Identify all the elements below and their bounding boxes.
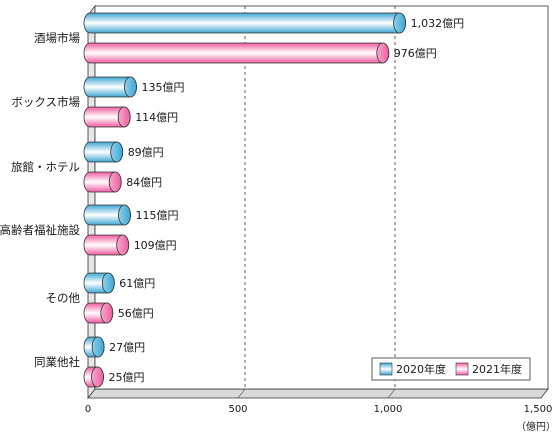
value-label-2021-3: 109億円: [134, 239, 177, 252]
bar-cap: [101, 272, 115, 294]
bar-2021-2: [83, 171, 122, 193]
floor-line-500: [237, 388, 246, 399]
value-label-2020-5: 27億円: [109, 341, 145, 354]
value-label-2021-2: 84億円: [126, 176, 162, 189]
value-label-2020-2: 89億円: [128, 146, 164, 159]
x-tick-label-1500: 1,500: [524, 404, 553, 415]
bar-2020-4: [83, 272, 115, 294]
x-axis-ticks: 0 500 1,000 1,500: [85, 404, 553, 415]
bars: [83, 12, 407, 388]
bar-cap: [124, 76, 137, 98]
value-label-2020-4: 61億円: [119, 277, 155, 290]
bar-2021-3: [83, 234, 130, 256]
bar-2020-3: [83, 204, 131, 226]
bar-cap: [91, 336, 105, 358]
bar-2020-0: [83, 12, 407, 34]
value-label-2021-4: 56億円: [118, 307, 154, 320]
bar-cap: [110, 141, 124, 163]
value-label-2020-0: 1,032億円: [411, 17, 465, 30]
gridlines: [237, 6, 396, 399]
x-tick-label-0: 0: [85, 404, 91, 415]
bar-2020-1: [83, 76, 137, 98]
category-label-0: 酒場市場: [34, 31, 80, 45]
value-label-2021-1: 114億円: [135, 111, 178, 124]
bar-2020-2: [83, 141, 124, 163]
category-label-5: 同業他社: [34, 355, 80, 369]
bar-cap: [100, 302, 114, 324]
x-tick-label-500: 500: [228, 404, 247, 415]
category-label-4: その他: [46, 291, 81, 305]
bar-cap: [118, 204, 131, 226]
category-label-3: 高齢者福祉施設: [0, 223, 80, 237]
legend-box: [371, 357, 531, 381]
bar-2021-1: [83, 106, 131, 128]
legend-item-2020: 2020年度: [379, 362, 446, 376]
category-label-1: ボックス市場: [11, 95, 80, 109]
bar-body: [83, 42, 390, 64]
legend-swatch-2020: [379, 362, 393, 376]
bar-cap: [117, 106, 131, 128]
floor-line-1000: [387, 388, 396, 399]
category-label-2: 旅館・ホテル: [11, 160, 80, 174]
bar-2021-4: [83, 302, 114, 324]
bar-cap: [108, 171, 122, 193]
legend-label-2021: 2021年度: [472, 362, 522, 376]
plot-floor: [87, 388, 549, 399]
value-labels: 1,032億円 976億円 135億円 114億円 89億円 84億円 115億円 109億円…: [109, 17, 465, 384]
bar-cap: [91, 366, 104, 388]
value-label-2020-1: 135億円: [142, 81, 185, 94]
x-axis-unit: （億円）: [516, 420, 556, 433]
value-label-2021-0: 976億円: [394, 47, 437, 60]
plot-back-wall: [94, 5, 549, 390]
bar-2020-5: [83, 336, 105, 358]
bar-cap: [393, 12, 407, 34]
bar-body: [83, 12, 406, 34]
bar-cap: [116, 234, 130, 256]
legend-label-2020: 2020年度: [396, 362, 446, 376]
x-tick-label-1000: 1,000: [374, 404, 403, 415]
bar-cap: [376, 42, 390, 64]
legend-item-2021: 2021年度: [455, 362, 522, 376]
bar-2021-5: [83, 366, 104, 388]
legend-swatch-2021: [455, 362, 469, 376]
value-label-2021-5: 25億円: [109, 371, 145, 384]
bar-2021-0: [83, 42, 390, 64]
legend: 2020年度 2021年度: [371, 357, 531, 381]
value-label-2020-3: 115億円: [136, 209, 179, 222]
